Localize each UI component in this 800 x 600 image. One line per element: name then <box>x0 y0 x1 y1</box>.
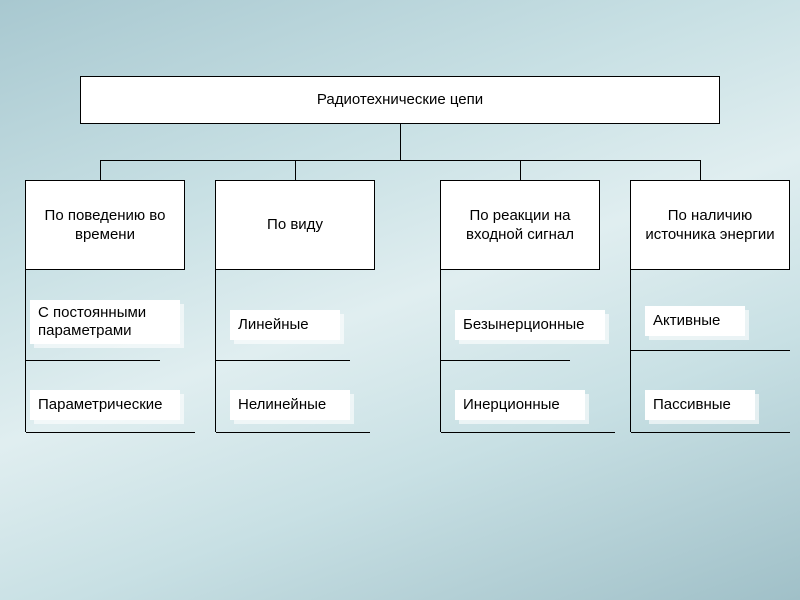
connector-horizontal <box>26 360 160 361</box>
category-label: По поведению во времени <box>30 206 180 245</box>
leaf-node-reaction-0: Безынерционные <box>455 310 605 340</box>
connector-vertical <box>520 160 521 180</box>
leaf-node-reaction-1: Инерционные <box>455 390 585 420</box>
connector-horizontal <box>631 350 790 351</box>
root-label: Радиотехнические цепи <box>317 90 483 110</box>
connector-vertical <box>100 160 101 180</box>
category-label: По реакции на входной сигнал <box>445 206 595 245</box>
connector-horizontal <box>441 432 615 433</box>
leaf-label: Активные <box>653 312 720 330</box>
connector-horizontal <box>216 432 370 433</box>
leaf-label: Нелинейные <box>238 396 326 414</box>
connector-horizontal <box>26 432 195 433</box>
leaf-node-time-1: Параметрические <box>30 390 180 420</box>
category-node-energy: По наличию источника энергии <box>630 180 790 270</box>
category-node-reaction: По реакции на входной сигнал <box>440 180 600 270</box>
leaf-label: Параметрические <box>38 396 163 414</box>
leaf-label: Инерционные <box>463 396 560 414</box>
connector-vertical <box>700 160 701 180</box>
leaf-label: Безынерционные <box>463 316 585 334</box>
connector-vertical <box>295 160 296 180</box>
leaf-node-energy-1: Пассивные <box>645 390 755 420</box>
connector-vertical <box>25 270 26 432</box>
connector-vertical <box>400 124 401 160</box>
connector-horizontal <box>216 360 350 361</box>
connector-horizontal <box>100 160 700 161</box>
category-node-kind: По виду <box>215 180 375 270</box>
leaf-node-energy-0: Активные <box>645 306 745 336</box>
connector-horizontal <box>631 432 790 433</box>
leaf-node-kind-1: Нелинейные <box>230 390 350 420</box>
leaf-node-kind-0: Линейные <box>230 310 340 340</box>
connector-vertical <box>630 270 631 432</box>
connector-vertical <box>440 270 441 432</box>
leaf-label: Линейные <box>238 316 309 334</box>
leaf-node-time-0: С постоянными параметрами <box>30 300 180 344</box>
root-node: Радиотехнические цепи <box>80 76 720 124</box>
connector-vertical <box>215 270 216 432</box>
leaf-label: С постоянными параметрами <box>38 304 172 340</box>
leaf-label: Пассивные <box>653 396 731 414</box>
connector-horizontal <box>441 360 570 361</box>
category-label: По наличию источника энергии <box>635 206 785 245</box>
category-label: По виду <box>267 215 323 235</box>
category-node-time: По поведению во времени <box>25 180 185 270</box>
